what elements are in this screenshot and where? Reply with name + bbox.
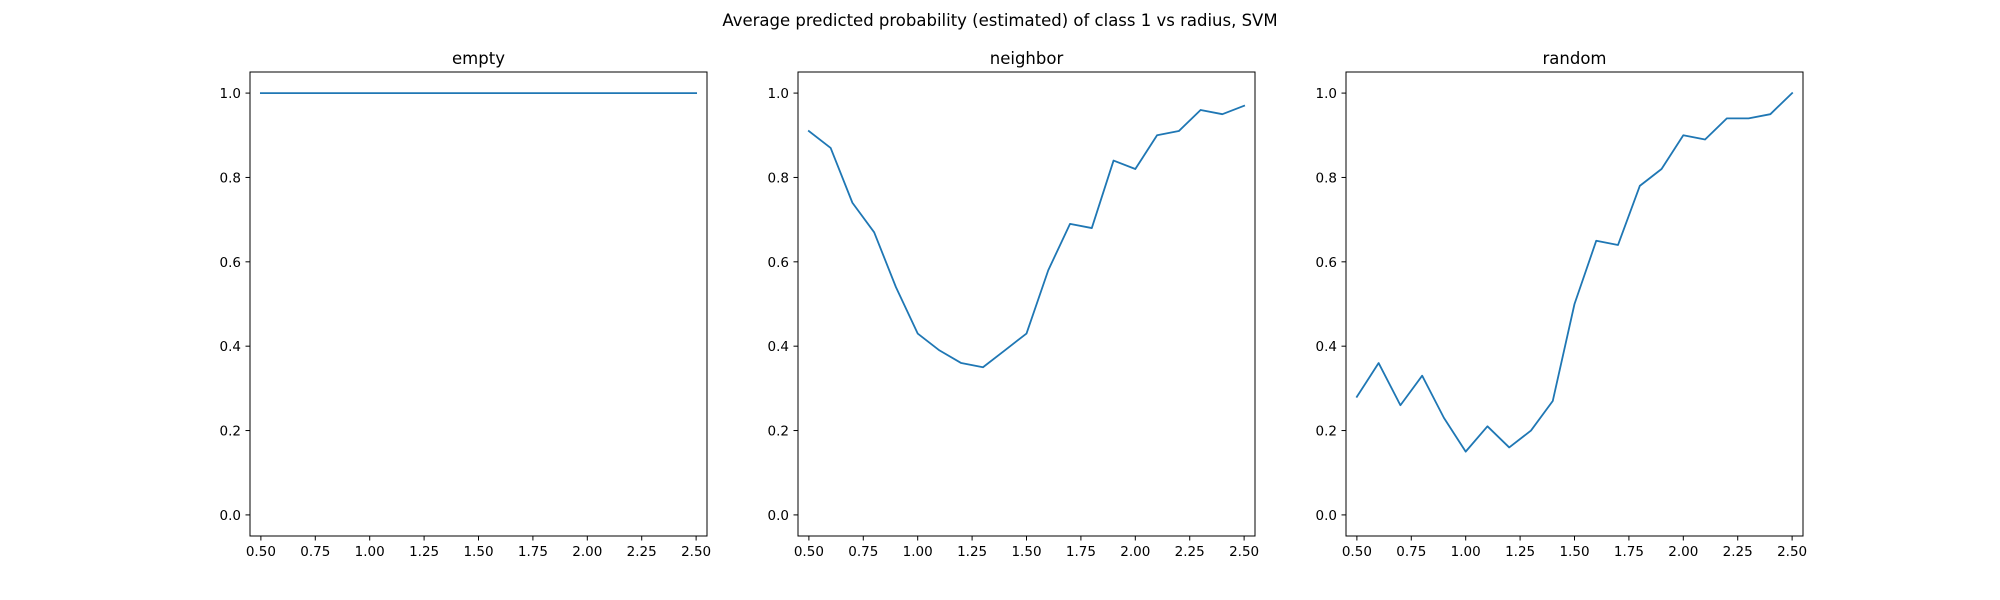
x-tick-label: 2.25 [1175,544,1205,560]
subplot-title: neighbor [990,49,1064,68]
subplot-random: random 0.50 0.75 1.00 1.25 1.50 1.75 2.00 2.25 2.… [1316,49,1808,560]
y-tick-label: 1.0 [1316,86,1337,102]
y-tick-label: 0.4 [768,339,789,355]
x-tick-label: 2.25 [1723,544,1753,560]
x-tick-label: 1.25 [1505,544,1535,560]
subplot-neighbor: neighbor 0.50 0.75 1.00 1.25 1.50 1.75 2.00 2.25… [768,49,1260,560]
subplots: empty 0.50 0.75 1.00 1.25 1.50 1.75 2.00 2.25 2.5… [220,49,1808,560]
x-tick-label: 1.25 [957,544,987,560]
subplot-empty: empty 0.50 0.75 1.00 1.25 1.50 1.75 2.00 2.25 2.5… [220,49,712,560]
y-tick-label: 0.8 [220,170,241,186]
x-tick-label: 0.75 [848,544,878,560]
y-tick-label: 0.6 [1316,255,1337,271]
y-tick-label: 1.0 [220,86,241,102]
x-tick-label: 2.00 [1120,544,1150,560]
x-tick-label: 1.75 [518,544,548,560]
y-tick-label: 0.0 [220,508,241,524]
y-tick-label: 0.6 [220,255,241,271]
x-tick-label: 1.50 [1559,544,1589,560]
y-tick-label: 0.0 [1316,508,1337,524]
x-tick-label: 0.75 [1396,544,1426,560]
x-tick-label: 1.50 [1011,544,1041,560]
y-tick-label: 0.2 [220,424,241,440]
y-tick-label: 0.4 [220,339,241,355]
subplot-title: empty [452,49,505,68]
y-tick-label: 0.6 [768,255,789,271]
y-tick-label: 0.4 [1316,339,1337,355]
x-tick-label: 0.75 [300,544,330,560]
series-line [807,104,1246,369]
y-tick-label: 0.8 [768,170,789,186]
x-tick-label: 0.50 [794,544,824,560]
x-tick-label: 1.00 [355,544,385,560]
x-tick-label: 1.25 [409,544,439,560]
x-tick-label: 0.50 [1342,544,1372,560]
x-tick-label: 2.50 [1777,544,1807,560]
x-tick-label: 2.00 [572,544,602,560]
x-tick-label: 1.00 [903,544,933,560]
subplot-title: random [1543,49,1607,68]
y-tick-label: 0.8 [1316,170,1337,186]
figure-title: Average predicted probability (estimated… [722,11,1277,30]
x-tick-label: 2.50 [681,544,711,560]
x-tick-label: 1.75 [1066,544,1096,560]
x-tick-label: 1.75 [1614,544,1644,560]
x-tick-label: 1.50 [463,544,493,560]
x-tick-label: 2.25 [627,544,657,560]
y-tick-label: 1.0 [768,86,789,102]
y-tick-label: 0.0 [768,508,789,524]
y-tick-label: 0.2 [768,424,789,440]
x-tick-label: 2.50 [1229,544,1259,560]
x-tick-label: 1.00 [1451,544,1481,560]
series-line [1355,91,1794,453]
x-tick-label: 0.50 [246,544,276,560]
x-tick-label: 2.00 [1668,544,1698,560]
y-tick-label: 0.2 [1316,424,1337,440]
